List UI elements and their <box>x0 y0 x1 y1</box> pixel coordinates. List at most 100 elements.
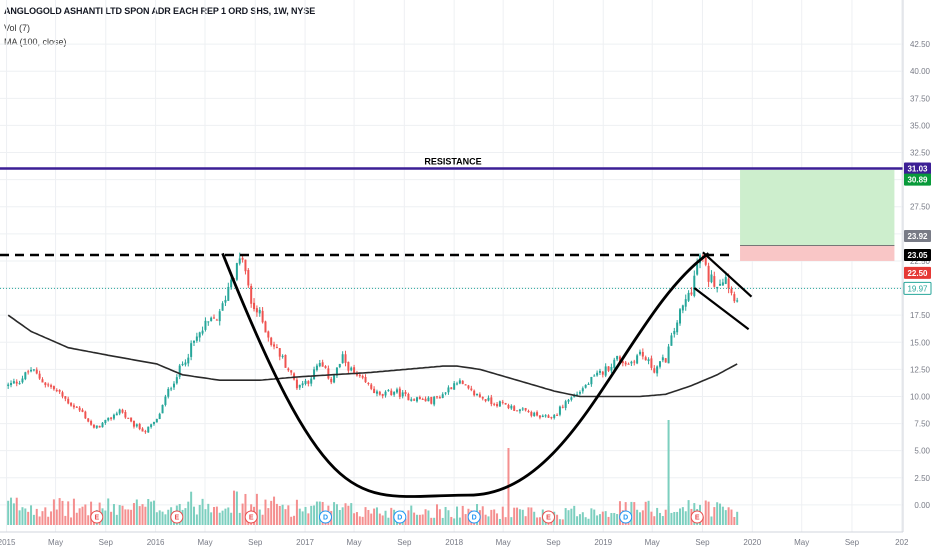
candle-body <box>355 372 358 376</box>
volume-bar <box>338 509 341 525</box>
volume-bar <box>447 510 450 525</box>
candle-body <box>118 409 121 414</box>
candle-body <box>87 418 90 422</box>
volume-bar <box>704 500 707 525</box>
candle-body <box>298 384 301 388</box>
volume-bar <box>347 505 350 525</box>
candle-body <box>484 399 487 402</box>
candle-body <box>713 276 716 287</box>
candle-body <box>24 372 27 380</box>
volume-bar <box>441 517 444 525</box>
volume-bar <box>350 503 353 525</box>
volume-bar <box>578 514 581 525</box>
volume-bar <box>707 501 710 525</box>
volume-bar <box>370 513 373 525</box>
volume-bar <box>195 514 198 525</box>
volume-bar <box>207 503 210 525</box>
volume-bar <box>227 507 230 525</box>
candle-body <box>155 418 158 423</box>
candle-body <box>719 283 722 286</box>
profit-zone <box>740 169 895 246</box>
volume-bar <box>616 514 619 525</box>
candle-body <box>144 431 147 433</box>
volume-bar <box>47 516 50 525</box>
candle-body <box>521 408 524 410</box>
volume-bar <box>436 504 439 525</box>
event-marker-label: E <box>249 515 254 522</box>
volume-bar <box>310 505 313 525</box>
volume-bar <box>75 512 78 525</box>
volume-bar <box>293 515 296 525</box>
candle-body <box>541 415 544 418</box>
volume-bar <box>44 507 47 525</box>
candle-body <box>441 394 444 398</box>
volume-bar <box>61 500 64 525</box>
volume-bar <box>458 517 461 525</box>
candle-body <box>44 382 47 386</box>
volume-bar <box>498 518 501 525</box>
volume-bar <box>213 506 216 525</box>
candle-body <box>653 368 656 373</box>
candle-body <box>307 381 310 384</box>
candle-body <box>353 367 356 374</box>
candle-body <box>624 362 627 365</box>
candlesticks <box>7 252 739 434</box>
candle-body <box>641 351 644 357</box>
volume-bar <box>661 516 664 525</box>
candle-body <box>578 391 581 394</box>
y-tick-label: 5.00 <box>914 447 930 456</box>
candle-body <box>556 414 559 416</box>
candle-body <box>115 413 118 416</box>
volume-bar <box>650 511 653 525</box>
candle-body <box>315 365 318 371</box>
x-tick-label: Sep <box>397 538 412 547</box>
volume-bar <box>713 507 716 525</box>
volume-bar <box>664 509 667 525</box>
candle-body <box>35 369 38 374</box>
volume-bar <box>701 516 704 525</box>
candle-body <box>621 361 624 364</box>
volume-bar <box>604 511 607 525</box>
volume-bar <box>90 501 93 525</box>
y-tick-label: 7.50 <box>914 420 930 429</box>
candle-body <box>275 346 278 348</box>
candle-body <box>301 383 304 386</box>
candle-body <box>581 388 584 392</box>
candle-body <box>696 264 699 275</box>
volume-bar <box>132 503 135 525</box>
volume-bar <box>15 497 18 525</box>
volume-indicator-label[interactable]: Vol (7) <box>4 23 31 33</box>
event-marker-dividend <box>619 510 633 524</box>
candle-body <box>684 299 687 307</box>
volume-bar <box>487 516 490 525</box>
candle-body <box>538 415 541 418</box>
candle-body <box>733 294 736 302</box>
volume-bar <box>367 509 370 525</box>
volume-bar <box>284 509 287 525</box>
candle-body <box>570 397 573 400</box>
volume-bar <box>527 507 530 525</box>
candle-body <box>516 410 519 412</box>
candle-body <box>101 422 104 428</box>
candle-body <box>550 417 553 419</box>
volume-bar <box>384 510 387 525</box>
candle-body <box>478 394 481 398</box>
candle-body <box>250 285 253 304</box>
volume-bar <box>218 512 221 525</box>
candle-body <box>138 423 141 430</box>
moving-average-indicator-label[interactable]: MA (100, close) <box>4 37 67 47</box>
candle-body <box>390 390 393 395</box>
volume-bar <box>67 501 70 525</box>
volume-bar <box>530 507 533 525</box>
candle-body <box>476 393 479 395</box>
candle-body <box>367 382 370 384</box>
volume-bar <box>456 506 459 525</box>
volume-bar <box>158 510 161 525</box>
event-marker-dividend <box>319 510 333 524</box>
volume-bar <box>513 507 516 525</box>
candle-body <box>227 286 230 301</box>
candle-body <box>458 380 461 384</box>
volume-bar <box>561 519 564 525</box>
event-marker-earnings <box>90 510 104 524</box>
